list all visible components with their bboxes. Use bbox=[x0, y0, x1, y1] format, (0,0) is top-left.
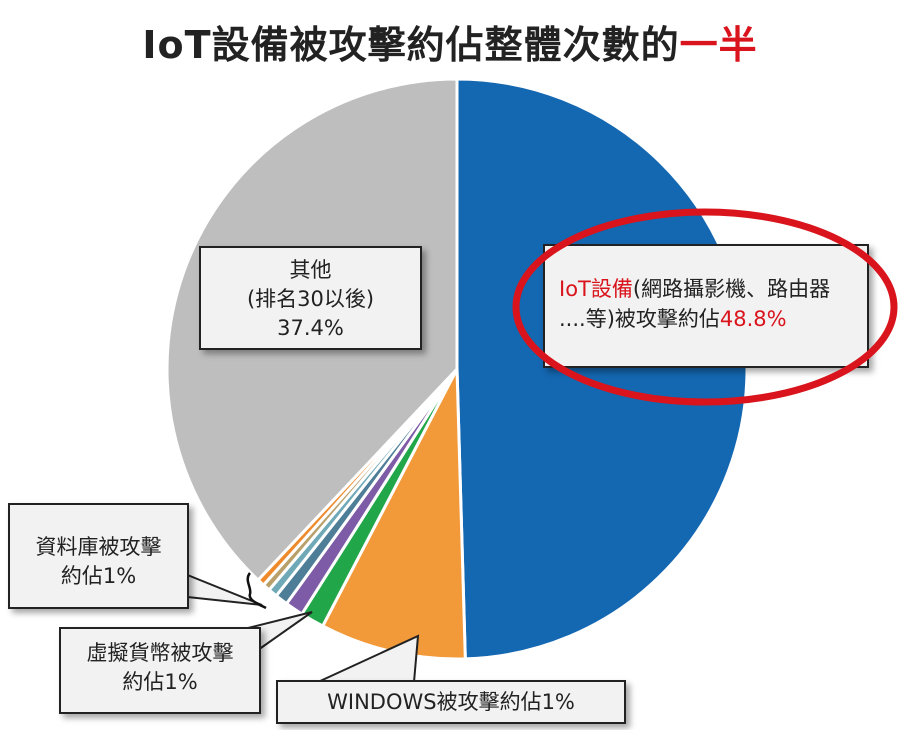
iot-examples: (網路攝影機、路由器 bbox=[632, 277, 831, 301]
db-label: 資料庫被攻擊 bbox=[35, 535, 162, 559]
crypto-label: 虛擬貨幣被攻擊 bbox=[86, 641, 234, 665]
iot-label: IoT設備 bbox=[559, 277, 633, 301]
iot-attack-text: ....等)被攻擊約佔 bbox=[559, 307, 720, 331]
title-highlight: 一半 bbox=[679, 23, 758, 67]
db-value: 約佔1% bbox=[60, 564, 137, 588]
iot-line-1: IoT設備(網路攝影機、路由器 bbox=[559, 274, 867, 304]
other-label: 其他 bbox=[289, 258, 332, 282]
callout-iot: IoT設備(網路攝影機、路由器 ....等)被攻擊約佔48.8% bbox=[543, 244, 869, 368]
crypto-value: 約佔1% bbox=[122, 670, 198, 694]
callout-crypto: 虛擬貨幣被攻擊 約佔1% bbox=[59, 627, 261, 714]
pie-slice-1 bbox=[455, 77, 749, 661]
callout-database: 資料庫被攻擊 約佔1% bbox=[8, 503, 189, 609]
pie-slices bbox=[165, 77, 749, 661]
callout-other: 其他 (排名30以後) 37.4% bbox=[199, 246, 422, 350]
other-value: 37.4% bbox=[277, 316, 344, 340]
callout-windows: WINDOWS被攻擊約佔1% bbox=[276, 680, 626, 724]
title-main: IoT設備被攻擊約佔整體次數的 bbox=[142, 23, 680, 67]
chart-title: IoT設備被攻擊約佔整體次數的一半 bbox=[0, 14, 900, 69]
iot-line-2: ....等)被攻擊約佔48.8% bbox=[559, 304, 867, 334]
brace-bracket bbox=[246, 572, 267, 610]
other-sublabel: (排名30以後) bbox=[246, 287, 375, 311]
windows-label: WINDOWS被攻擊約佔1% bbox=[327, 690, 575, 714]
iot-value: 48.8% bbox=[719, 307, 787, 331]
